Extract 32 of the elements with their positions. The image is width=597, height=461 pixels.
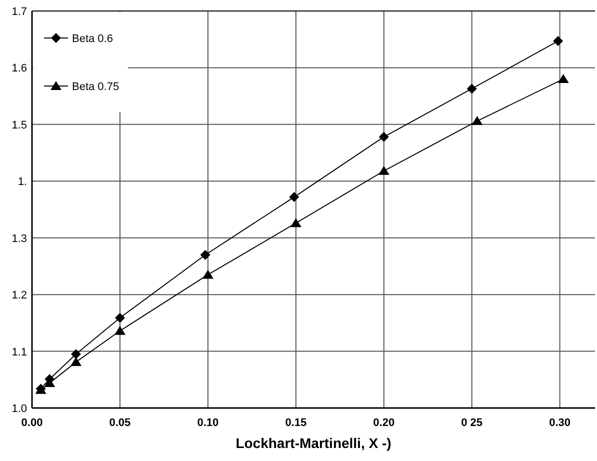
point	[466, 84, 477, 94]
x-tick-label: 0.00	[21, 417, 43, 429]
x-tick-label: 0.10	[197, 417, 219, 429]
y-tick-label: 1.6	[12, 62, 27, 75]
legend-label: Beta 0.75	[72, 81, 120, 93]
y-tick-label: 1.0	[12, 403, 27, 415]
x-tick-label: 0.20	[373, 417, 395, 429]
y-tick-label: 1.	[18, 176, 27, 188]
x-tick-label: 0 25	[461, 417, 483, 429]
y-tick-label: 1.1	[12, 346, 27, 358]
point	[202, 270, 214, 279]
x-tick-label: 0.15	[285, 417, 307, 429]
y-tick-label: 1.2	[12, 290, 27, 302]
y-tick-label: 1.5	[12, 119, 27, 132]
point	[290, 218, 302, 228]
x-axis-title: Lockhart-Martinelli, X -)	[236, 435, 392, 451]
point	[70, 357, 82, 366]
point	[289, 192, 300, 202]
point	[70, 349, 81, 360]
legend-label: Beta 0.6	[72, 33, 113, 45]
point	[200, 250, 210, 260]
y-tick-label: 1.7	[12, 6, 27, 18]
point	[553, 36, 564, 46]
point	[558, 74, 569, 84]
y-tick-label: 1.3	[12, 232, 27, 245]
x-tick-label: 0.30	[549, 417, 571, 429]
x-tick-label: 0.05	[109, 417, 131, 429]
point	[114, 326, 126, 335]
point	[378, 166, 390, 175]
point	[114, 312, 125, 323]
point	[472, 116, 483, 126]
point	[378, 132, 389, 142]
